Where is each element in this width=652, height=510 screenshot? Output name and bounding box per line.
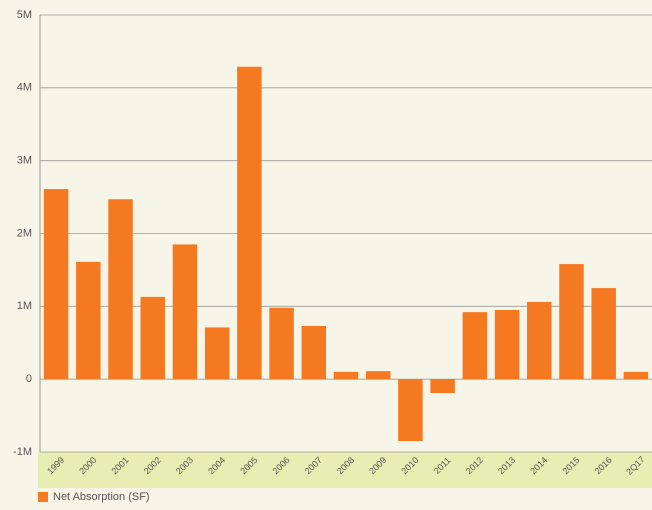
y-tick-label: 2M [17,227,32,239]
bar [204,327,230,380]
bar [172,244,198,380]
bar [623,371,649,380]
bar [559,264,584,380]
y-tick-label: 4M [17,82,32,94]
legend-swatch [38,492,48,502]
y-tick-label: 3M [17,155,32,167]
bar [140,296,165,380]
y-tick-label: 0 [26,373,32,385]
y-tick-label: 1M [17,300,32,312]
bar [237,66,262,380]
bar [301,325,327,380]
bar [76,261,101,380]
y-tick-label: -1M [13,446,32,458]
legend-label: Net Absorption (SF) [53,491,150,503]
bar [462,312,488,380]
bar [591,288,616,380]
bar [398,379,423,442]
bar [527,301,552,380]
bar [108,199,133,380]
bar [333,371,359,380]
bar [365,371,391,380]
bar [494,309,520,380]
x-axis-band [38,452,652,488]
bar [269,307,294,380]
bar [43,189,69,380]
bar [430,379,455,394]
y-tick-label: 5M [17,9,32,21]
